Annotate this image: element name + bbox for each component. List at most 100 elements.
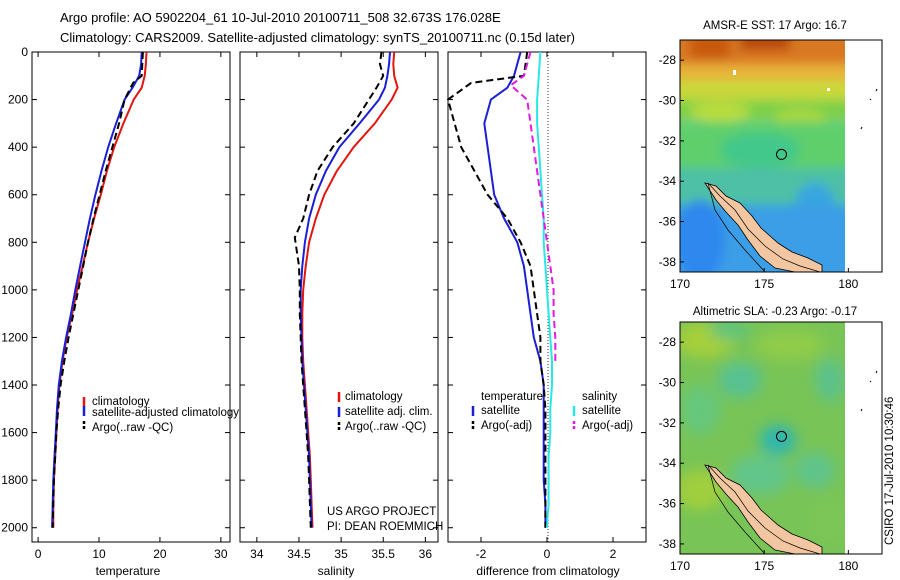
map-y-tick-label: -30 xyxy=(659,376,677,390)
difference-legend-temp-argo: Argo(-adj) xyxy=(481,420,532,432)
y-tick-label: 800 xyxy=(8,235,28,249)
difference-legend-temp-satellite: satellite xyxy=(481,405,520,417)
x-tick-label: 2 xyxy=(610,547,617,561)
x-tick-label: -2 xyxy=(476,547,487,561)
map-y-tick-label: -28 xyxy=(659,335,677,349)
salinity-ticks: 34 34.5 35 35.5 36 xyxy=(240,51,438,561)
figure-title-line1: Argo profile: AO 5902204_61 10-Jul-2010 … xyxy=(60,10,501,25)
temperature-xlabel: temperature xyxy=(96,564,161,578)
y-tick-label: 1000 xyxy=(1,283,28,297)
x-tick-label: 0 xyxy=(544,547,551,561)
sst-heatmap xyxy=(680,40,845,272)
y-tick-label: 600 xyxy=(8,188,28,202)
x-tick-label: 34 xyxy=(250,547,264,561)
temperature-legend-argo: Argo(..raw -QC) xyxy=(92,422,173,434)
difference-ticks: -2 0 2 xyxy=(448,51,646,561)
map-x-tick-label: 170 xyxy=(670,559,690,573)
series-line-blue xyxy=(483,51,547,528)
map-y-tick-label: -38 xyxy=(659,255,677,269)
salinity-lines xyxy=(293,51,399,528)
y-tick-label: 400 xyxy=(8,140,28,154)
y-tick-label: 1600 xyxy=(1,426,28,440)
map-x-tick-label: 175 xyxy=(754,559,774,573)
temperature-lines xyxy=(51,51,148,528)
x-tick-label: 34.5 xyxy=(287,547,311,561)
project-line2: PI: DEAN ROEMMICH xyxy=(327,521,443,533)
temperature-panel: 0 10 20 30 0 200 400 600 800 1000 1200 1400 1600 1800… xyxy=(1,45,239,578)
temperature-ticks: 0 10 20 30 0 200 400 600 800 1000 1200 1400 1600 1800… xyxy=(1,45,230,561)
sla-map: Altimetric SLA: -0.23 Argo: -0.17 170 175 xyxy=(659,306,883,573)
salinity-legend-climatology: climatology xyxy=(345,391,403,403)
series-line-blue xyxy=(51,51,143,528)
salinity-legend-satellite-adj: satellite adj. clim. xyxy=(345,406,433,418)
sla-island-marks xyxy=(860,370,878,412)
salinity-legend: climatology satellite adj. clim. Argo(..… xyxy=(337,391,433,433)
sla-map-title: Altimetric SLA: -0.23 Argo: -0.17 xyxy=(693,306,857,318)
figure-title-line2: Climatology: CARS2009. Satellite-adjuste… xyxy=(60,30,575,45)
difference-panel: -2 0 2 difference from climatology tempera… xyxy=(447,51,647,578)
series-line-black xyxy=(293,51,385,528)
sst-map-title: AMSR-E SST: 17 Argo: 16.7 xyxy=(703,20,847,32)
y-tick-label: 1200 xyxy=(1,330,28,344)
map-y-tick-label: -30 xyxy=(659,94,677,108)
series-line-blue xyxy=(299,51,391,528)
temperature-legend-climatology: climatology xyxy=(92,396,150,408)
difference-lines xyxy=(447,51,557,528)
y-tick-label: 0 xyxy=(21,45,28,59)
y-tick-label: 1400 xyxy=(1,378,28,392)
difference-legend: temperature satellite Argo(-adj) salinit… xyxy=(471,391,633,432)
series-line-magenta xyxy=(509,51,557,362)
map-y-tick-label: -38 xyxy=(659,537,677,551)
salinity-axes-box xyxy=(239,51,439,543)
sla-map-frame xyxy=(679,321,883,555)
x-tick-label: 36 xyxy=(419,547,433,561)
y-tick-label: 200 xyxy=(8,93,28,107)
map-y-tick-label: -34 xyxy=(659,174,677,188)
salinity-xlabel: salinity xyxy=(318,564,355,578)
series-line-red xyxy=(52,51,148,528)
x-tick-label: 10 xyxy=(92,547,106,561)
x-tick-label: 0 xyxy=(35,547,42,561)
difference-legend-sal-argo: Argo(-adj) xyxy=(582,420,633,432)
series-line-red xyxy=(301,51,399,528)
y-tick-label: 1800 xyxy=(1,473,28,487)
sst-island-marks xyxy=(860,88,878,130)
sst-map-ticks: 170 175 180 -28 -30 -32 -34 -36 -38 xyxy=(659,53,859,291)
x-tick-label: 35 xyxy=(334,547,348,561)
series-line-cyan xyxy=(536,51,553,528)
map-x-tick-label: 180 xyxy=(838,559,858,573)
y-tick-label: 2000 xyxy=(1,521,28,535)
map-x-tick-label: 180 xyxy=(838,277,858,291)
salinity-panel: 34 34.5 35 35.5 36 salinity climatology sate… xyxy=(239,51,443,578)
series-line-black xyxy=(447,51,547,528)
x-tick-label: 20 xyxy=(153,547,167,561)
sst-argo-marker xyxy=(776,148,787,160)
sla-heatmap xyxy=(680,322,845,554)
map-x-tick-label: 170 xyxy=(670,277,690,291)
temperature-axes-box xyxy=(31,51,231,543)
sst-map-frame xyxy=(679,39,883,273)
salinity-legend-argo: Argo(..raw -QC) xyxy=(345,421,426,433)
x-tick-label: 35.5 xyxy=(372,547,396,561)
difference-legend-title-temperature: temperature xyxy=(481,391,543,403)
map-y-tick-label: -32 xyxy=(659,134,677,148)
difference-legend-sal-satellite: satellite xyxy=(582,405,621,417)
map-x-tick-label: 175 xyxy=(754,277,774,291)
sla-argo-marker xyxy=(776,430,787,442)
series-line-black xyxy=(51,51,144,528)
difference-xlabel: difference from climatology xyxy=(476,564,619,578)
project-line1: US ARGO PROJECT xyxy=(327,506,436,518)
sst-map: AMSR-E SST: 17 Argo: 16.7 xyxy=(659,20,883,291)
timestamp: CSIRO 17-Jul-2010 10:30:46 xyxy=(884,397,896,545)
temperature-legend-satellite-adjusted: satellite-adjusted climatology xyxy=(92,407,239,419)
map-y-tick-label: -36 xyxy=(659,215,677,229)
map-y-tick-label: -34 xyxy=(659,456,677,470)
difference-legend-title-salinity: salinity xyxy=(582,391,617,403)
temperature-legend: climatology satellite-adjusted climatolo… xyxy=(82,396,239,434)
sla-map-ticks: 170 175 180 -28 -30 -32 -34 -36 -38 xyxy=(659,335,859,573)
map-y-tick-label: -28 xyxy=(659,53,677,67)
map-y-tick-label: -32 xyxy=(659,416,677,430)
x-tick-label: 30 xyxy=(214,547,228,561)
map-y-tick-label: -36 xyxy=(659,497,677,511)
